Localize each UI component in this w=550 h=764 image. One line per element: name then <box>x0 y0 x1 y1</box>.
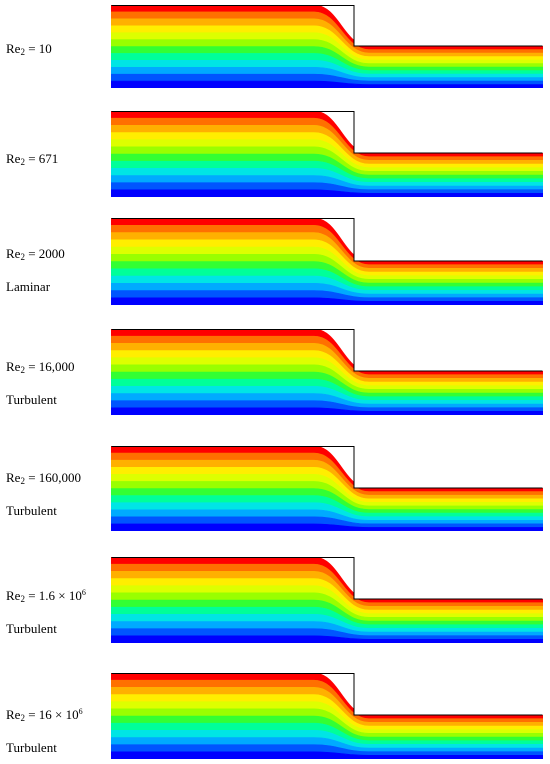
reynolds-label: Re2 = 671 <box>6 151 58 170</box>
re-symbol: Re <box>6 470 21 485</box>
flow-regime: Turbulent <box>6 740 57 755</box>
re-symbol: Re <box>6 41 21 56</box>
re-exponent: 6 <box>81 588 86 597</box>
reynolds-label: Re2 = 2000 Laminar <box>6 246 65 295</box>
re-subscript: 2 <box>20 47 25 57</box>
outside-domain <box>354 5 543 46</box>
reynolds-label: Re2 = 160,000 Turbulent <box>6 470 81 519</box>
reynolds-number: Re2 = 16,000 <box>6 359 75 375</box>
re-subscript: 2 <box>20 713 25 723</box>
contour-band <box>111 297 543 305</box>
re-value: = 16 × 10 <box>28 707 79 722</box>
contour-band <box>111 189 543 197</box>
outside-domain <box>354 111 543 153</box>
re-value: = 16,000 <box>28 359 75 374</box>
reynolds-label: Re2 = 16,000 Turbulent <box>6 359 75 408</box>
backward-step-outline <box>111 5 543 47</box>
re-symbol: Re <box>6 151 21 166</box>
backward-step-outline <box>111 446 543 489</box>
re-value: = 2000 <box>28 246 65 261</box>
backward-step-outline <box>111 218 543 262</box>
reynolds-label: Re2 = 10 <box>6 41 52 60</box>
flow-regime: Turbulent <box>6 621 57 636</box>
reynolds-number: Re2 = 160,000 <box>6 470 82 486</box>
re-symbol: Re <box>6 246 21 261</box>
temperature-contour-plot <box>111 111 543 197</box>
re-exponent: 6 <box>78 707 83 716</box>
re-symbol: Re <box>6 588 21 603</box>
backward-step-outline <box>111 111 543 154</box>
temperature-contour-plot <box>111 5 543 88</box>
contour-band <box>111 751 543 759</box>
flow-regime: Turbulent <box>6 392 57 407</box>
re-symbol: Re <box>6 707 21 722</box>
reynolds-number: Re2 = 671 <box>6 151 59 167</box>
outside-domain <box>354 329 543 371</box>
reynolds-number: Re2 = 16 × 106 <box>6 707 83 723</box>
reynolds-number: Re2 = 10 <box>6 41 52 57</box>
reynolds-number: Re2 = 2000 <box>6 246 65 262</box>
contour-panel: Re2 = 10 <box>0 5 550 88</box>
temperature-contour-plot <box>111 218 543 305</box>
contour-panel: Re2 = 16,000 Turbulent <box>0 329 550 415</box>
outside-domain <box>354 218 543 261</box>
reynolds-label: Re2 = 1.6 × 106 Turbulent <box>6 585 86 637</box>
backward-step-outline <box>111 557 543 600</box>
contour-panel: Re2 = 1.6 × 106 Turbulent <box>0 557 550 643</box>
backward-step-outline <box>111 329 543 372</box>
outside-domain <box>354 557 543 599</box>
re-subscript: 2 <box>20 594 25 604</box>
re-subscript: 2 <box>20 365 25 375</box>
backward-step-outline <box>111 673 543 716</box>
reynolds-label: Re2 = 16 × 106 Turbulent <box>6 704 83 756</box>
re-subscript: 2 <box>20 157 25 167</box>
re-value: = 1.6 × 10 <box>28 588 82 603</box>
contour-panel: Re2 = 671 <box>0 111 550 197</box>
outside-domain <box>354 446 543 488</box>
temperature-contour-plot <box>111 329 543 415</box>
re-subscript: 2 <box>20 252 25 262</box>
outside-domain <box>354 673 543 715</box>
re-value: = 160,000 <box>28 470 82 485</box>
re-value: = 671 <box>28 151 59 166</box>
contour-panel: Re2 = 16 × 106 Turbulent <box>0 673 550 759</box>
temperature-contour-plot <box>111 673 543 759</box>
re-value: = 10 <box>28 41 52 56</box>
flow-regime: Turbulent <box>6 503 57 518</box>
reynolds-number: Re2 = 1.6 × 106 <box>6 588 86 604</box>
contour-band <box>111 523 543 531</box>
flow-regime: Laminar <box>6 279 51 294</box>
contour-panel: Re2 = 160,000 Turbulent <box>0 446 550 531</box>
contour-band <box>111 635 543 643</box>
temperature-contour-plot <box>111 446 543 531</box>
re-subscript: 2 <box>20 476 25 486</box>
contour-band <box>111 80 543 88</box>
contour-band <box>111 407 543 415</box>
re-symbol: Re <box>6 359 21 374</box>
contour-panel: Re2 = 2000 Laminar <box>0 218 550 305</box>
temperature-contour-plot <box>111 557 543 643</box>
